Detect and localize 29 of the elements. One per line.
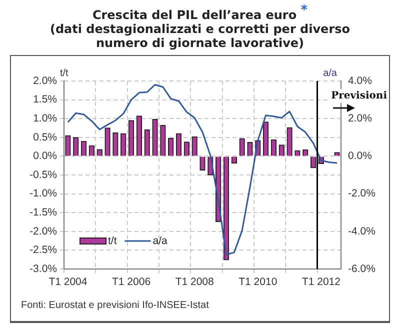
y-tick-label: 1.0% <box>33 112 57 124</box>
legend-label: a/a <box>152 234 168 247</box>
y2-tick-label: 2.0% <box>348 112 372 124</box>
y2-tick-label: -6.0% <box>348 262 376 275</box>
y-tick-label: -0.5% <box>30 168 57 181</box>
x-tick-label: T1 2010 <box>238 276 278 288</box>
chart-subtitle: (dati destagionalizzati e corretti per diverso numero di giornate lavorative) <box>48 22 352 50</box>
y2-tick-label: -4.0% <box>348 225 376 238</box>
y-tick-label: 0.0% <box>33 150 57 162</box>
y2-axis-title: a/a <box>323 68 338 79</box>
text: Fonti: Eurostat e previsioni Ifo-INSEE-Istat <box>21 300 209 311</box>
y-axis-title: t/t <box>60 68 69 79</box>
y-tick-label: 0.5% <box>33 131 57 144</box>
y-tick-label: -3.0% <box>30 262 57 275</box>
x-tick-label: T1 2012 <box>302 276 341 288</box>
x-tick-label: T1 2008 <box>175 276 214 288</box>
y-tick-label: -2.5% <box>30 244 57 256</box>
y2-tick-label: 4.0% <box>348 74 372 87</box>
x-tick-label: T1 2006 <box>112 276 151 288</box>
y2-tick-label: 0.0% <box>348 150 372 162</box>
x-tick-label: T1 2004 <box>48 276 88 288</box>
legend-label: t/t <box>108 234 117 247</box>
y-tick-label: 2.0% <box>33 74 57 87</box>
y-tick-label: -2.0% <box>30 225 57 238</box>
y-tick-label: -1.5% <box>30 206 57 218</box>
y-tick-label: 1.5% <box>33 94 57 106</box>
y-tick-label: -1.0% <box>30 188 57 200</box>
y2-tick-label: -2.0% <box>348 188 376 200</box>
ref-line-label: Previsioni <box>331 90 388 102</box>
